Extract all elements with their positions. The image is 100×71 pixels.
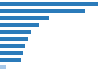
Bar bbox=[0, 23, 39, 27]
Bar bbox=[0, 9, 84, 13]
Bar bbox=[0, 30, 31, 34]
Bar bbox=[0, 37, 28, 41]
Bar bbox=[0, 2, 98, 5]
Bar bbox=[0, 44, 25, 48]
Bar bbox=[0, 65, 6, 69]
Bar bbox=[0, 58, 21, 62]
Bar bbox=[0, 51, 23, 55]
Bar bbox=[0, 16, 49, 20]
